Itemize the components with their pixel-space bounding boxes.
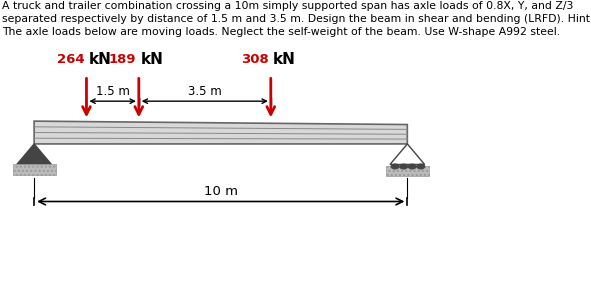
- Text: kN: kN: [89, 52, 112, 67]
- Polygon shape: [34, 121, 407, 144]
- Bar: [386, 166, 429, 176]
- Text: 264: 264: [57, 53, 84, 66]
- Text: 10 m: 10 m: [204, 185, 238, 198]
- Circle shape: [417, 164, 425, 169]
- Text: kN: kN: [141, 52, 164, 67]
- Text: 308: 308: [241, 53, 268, 66]
- Bar: [12, 164, 56, 175]
- Text: A truck and trailer combination crossing a 10m simply supported span has axle lo: A truck and trailer combination crossing…: [2, 1, 591, 37]
- Polygon shape: [390, 144, 424, 164]
- Polygon shape: [17, 144, 51, 164]
- Circle shape: [391, 164, 399, 169]
- Circle shape: [400, 164, 408, 169]
- Text: 189: 189: [109, 53, 137, 66]
- Text: 1.5 m: 1.5 m: [96, 85, 129, 98]
- Circle shape: [408, 164, 416, 169]
- Text: 3.5 m: 3.5 m: [188, 85, 222, 98]
- Text: kN: kN: [273, 52, 296, 67]
